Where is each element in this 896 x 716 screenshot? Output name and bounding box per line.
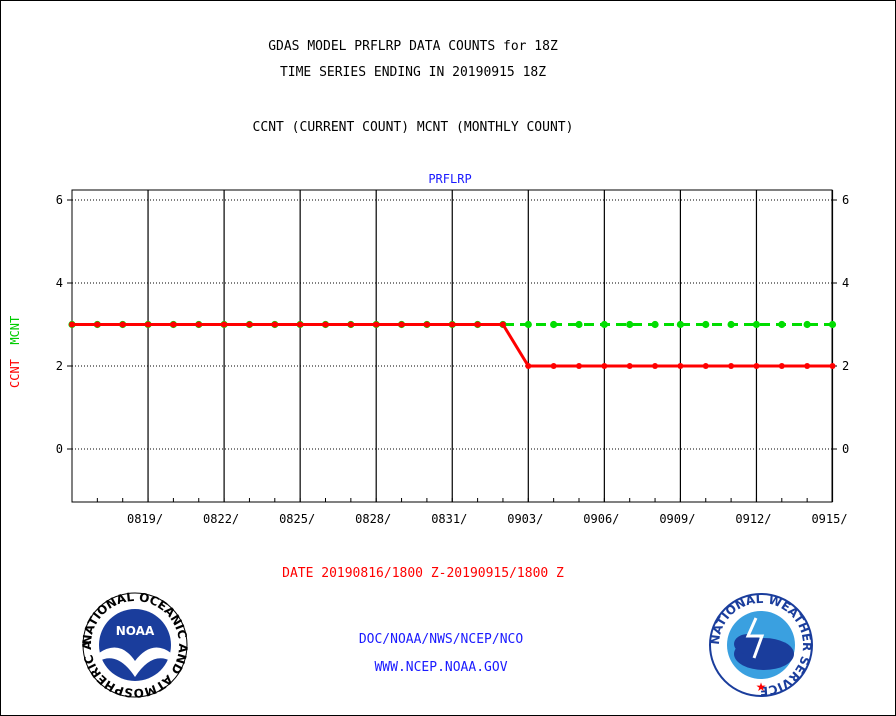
data-point-mcnt <box>752 320 761 329</box>
data-point-ccnt <box>626 363 633 369</box>
data-point-ccnt <box>778 363 785 369</box>
y-tick-label: 2 <box>56 359 63 373</box>
data-point-ccnt <box>601 363 608 369</box>
data-point-mcnt <box>702 320 710 329</box>
data-point-ccnt <box>322 321 329 328</box>
noaa-logo: NATIONAL OCEANIC AND ATMOSPHERIC ADMINIS… <box>80 591 190 699</box>
data-point-ccnt <box>728 363 735 369</box>
x-tick-label: 0831/ <box>431 512 467 526</box>
data-point-mcnt <box>524 320 532 329</box>
data-point-ccnt <box>576 363 582 369</box>
data-point-ccnt <box>677 363 684 369</box>
y-tick-label: 0 <box>842 442 849 456</box>
data-point-ccnt <box>423 321 430 328</box>
x-tick-label: 0825/ <box>279 512 315 526</box>
data-point-ccnt <box>474 321 481 328</box>
data-point-mcnt <box>600 320 608 329</box>
data-point-ccnt <box>170 321 177 328</box>
y-tick-label: 2 <box>842 359 849 373</box>
data-point-mcnt <box>727 320 735 329</box>
data-point-ccnt <box>829 363 836 369</box>
footer-website: WWW.NCEP.NOAA.GOV <box>374 660 508 675</box>
data-point-ccnt <box>525 363 532 369</box>
data-point-ccnt <box>195 321 202 328</box>
x-tick-label: 0903/ <box>507 512 543 526</box>
data-point-mcnt <box>828 320 837 329</box>
x-tick-label: 0822/ <box>203 512 239 526</box>
data-point-ccnt <box>94 321 101 328</box>
data-point-ccnt <box>804 363 811 369</box>
data-point-ccnt <box>702 363 709 369</box>
data-point-ccnt <box>347 321 354 328</box>
data-point-ccnt <box>499 321 506 328</box>
data-point-ccnt <box>271 321 278 328</box>
data-point-mcnt <box>550 320 558 329</box>
data-point-mcnt <box>575 320 583 329</box>
x-tick-label: 0828/ <box>355 512 391 526</box>
chart-title-line2: TIME SERIES ENDING IN 20190915 18Z <box>279 65 547 80</box>
data-point-mcnt <box>626 320 634 329</box>
x-axis-label: DATE 20190816/1800 Z-20190915/1800 Z <box>282 566 564 581</box>
data-point-ccnt <box>246 321 253 328</box>
nws-logo: NATIONAL WEATHER SERVICE ★ <box>708 592 814 698</box>
data-point-mcnt <box>778 320 786 329</box>
data-point-ccnt <box>652 363 659 369</box>
data-point-ccnt <box>297 321 304 328</box>
chart-title-line1: GDAS MODEL PRFLRP DATA COUNTS for 18Z <box>268 39 558 54</box>
y-tick-label: 6 <box>842 193 849 207</box>
y-tick-label: 6 <box>56 193 63 207</box>
data-point-ccnt <box>449 321 456 328</box>
data-point-mcnt <box>676 320 685 329</box>
data-point-ccnt <box>373 321 380 328</box>
chart-subtitle: CCNT (CURRENT COUNT) MCNT (MONTHLY COUNT… <box>252 120 574 135</box>
x-tick-label: 0909/ <box>659 512 695 526</box>
x-tick-label: 0906/ <box>583 512 619 526</box>
data-point-ccnt <box>119 321 126 328</box>
data-point-ccnt <box>69 321 75 328</box>
data-point-mcnt <box>651 320 659 329</box>
y-tick-label: 4 <box>842 276 849 290</box>
x-tick-label: 0912/ <box>735 512 771 526</box>
data-point-ccnt <box>221 321 228 328</box>
data-point-ccnt <box>145 321 152 328</box>
plot-title: PRFLRP <box>428 172 472 186</box>
y-tick-label: 4 <box>56 276 63 290</box>
star-icon: ★ <box>756 680 767 694</box>
data-point-ccnt <box>550 363 557 369</box>
y-tick-label: 0 <box>56 442 63 456</box>
x-tick-label: 0915/ <box>811 512 847 526</box>
noaa-logo-wordmark: NOAA <box>116 624 155 638</box>
x-tick-label: 0819/ <box>127 512 163 526</box>
data-point-ccnt <box>753 363 760 369</box>
footer-agency-path: DOC/NOAA/NWS/NCEP/NCO <box>358 632 524 647</box>
data-point-mcnt <box>803 320 811 329</box>
data-point-ccnt <box>398 321 405 328</box>
